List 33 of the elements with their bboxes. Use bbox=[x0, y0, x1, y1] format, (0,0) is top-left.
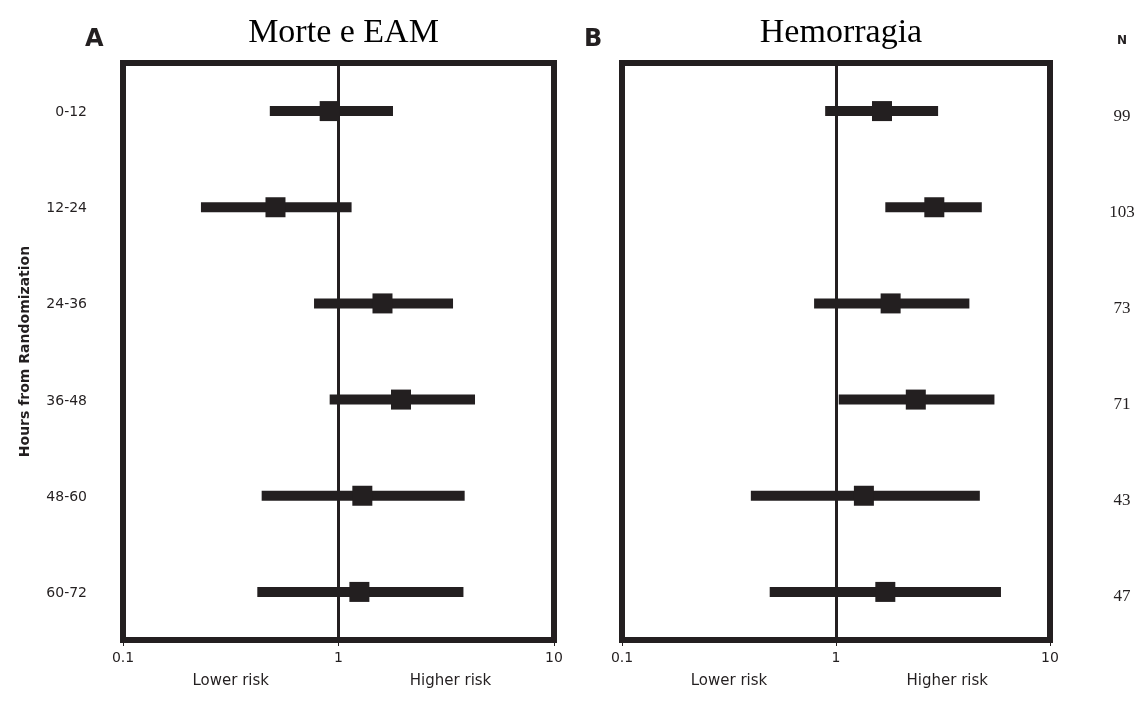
y-tick-label: 12-24 bbox=[46, 199, 88, 216]
x-tick-label: 10 bbox=[1041, 649, 1059, 665]
point bbox=[924, 197, 945, 218]
x-tick-label: 1 bbox=[831, 649, 841, 665]
text: 103 bbox=[1109, 201, 1135, 221]
x-tick-label: 0.1 bbox=[610, 649, 634, 665]
point bbox=[880, 293, 901, 314]
y-tick-label: 24-36 bbox=[46, 295, 88, 312]
y-axis-title: Hours from Randomization bbox=[16, 245, 32, 458]
text: N bbox=[1116, 33, 1128, 47]
x-tick-label: 0.1 bbox=[111, 649, 135, 665]
y-tick-label: 48-60 bbox=[46, 487, 87, 504]
text: Higher risk bbox=[409, 671, 492, 689]
text: 71 bbox=[1113, 394, 1131, 414]
text: 47 bbox=[1113, 586, 1131, 606]
text: Lower risk bbox=[690, 671, 768, 689]
chart-title: Hemorragia bbox=[759, 11, 923, 49]
text: 99 bbox=[1113, 105, 1131, 125]
x-tick-label: 1 bbox=[334, 649, 343, 665]
point bbox=[905, 389, 926, 410]
text: 73 bbox=[1113, 297, 1131, 317]
x-tick-label: 10 bbox=[545, 649, 563, 665]
chart-title: Morte e EAM bbox=[248, 11, 439, 49]
point bbox=[875, 581, 896, 602]
y-tick-label: 0-12 bbox=[55, 103, 87, 120]
point bbox=[871, 101, 892, 122]
text: Lower risk bbox=[192, 671, 270, 689]
text: B bbox=[584, 24, 603, 52]
text: Higher risk bbox=[906, 671, 989, 689]
y-tick-label: 36-48 bbox=[46, 391, 87, 408]
text: 43 bbox=[1113, 490, 1131, 510]
y-tick-label: 60-72 bbox=[46, 583, 87, 600]
text: A bbox=[85, 24, 104, 52]
